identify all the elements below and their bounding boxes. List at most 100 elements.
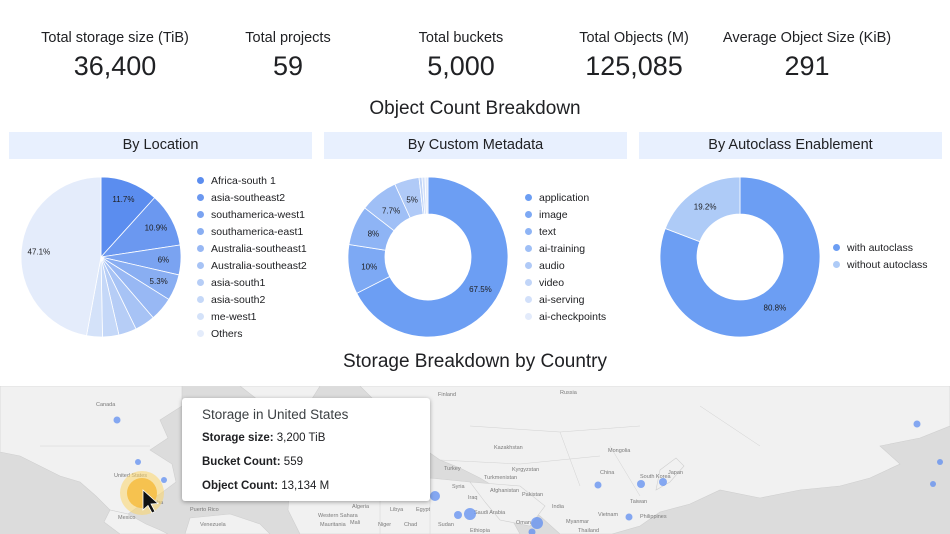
legend-label: application [539,192,590,204]
legend-item[interactable]: video [525,275,606,292]
country-borders [40,405,761,534]
country-label: Finland [438,392,456,398]
country-label: Kazakhstan [494,445,523,451]
slice-label: 11.7% [112,195,134,204]
country-label: Iraq [468,495,477,501]
legend-label: ai-checkpoints [539,311,607,323]
legend-item[interactable]: with autoclass [833,240,928,257]
storage-bubble[interactable] [913,420,921,428]
kpi-total-objects: Total Objects (M) 125,085 [539,28,729,83]
land-south-america [184,513,271,534]
legend-item[interactable]: application [525,190,606,207]
legend-swatch [197,295,204,303]
legend-item[interactable]: ai-training [525,241,606,258]
legend-item[interactable]: audio [525,258,606,275]
kpi-row: Total storage size (TiB) 36,400 Total pr… [0,28,950,88]
legend-item[interactable]: asia-south1 [197,275,307,292]
legend-label: video [539,277,565,289]
storage-bubble[interactable] [135,459,141,465]
legend-label: text [539,226,556,238]
slice-label: 8% [368,229,380,238]
country-label: Niger [378,522,391,528]
kpi-label: Total storage size (TiB) [41,30,189,46]
country-label: Syria [452,484,465,490]
slice-label: 19.2% [694,202,717,211]
map-canvas[interactable]: Canada United States Mexico Russia Finla… [0,386,950,534]
country-label: Chad [404,522,417,528]
storage-bubble[interactable] [594,481,602,489]
country-label: South Korea [640,474,672,480]
slice-label: 67.5% [469,285,492,294]
tooltip-key: Object Count: [202,480,279,492]
legend-item[interactable]: ai-serving [525,292,606,309]
legend-swatch [197,244,204,252]
storage-bubble[interactable] [625,513,633,521]
legend-item[interactable]: Africa-south 1 [197,173,307,190]
legend-label: asia-southeast2 [211,192,286,204]
country-label: Oman [516,520,531,526]
storage-bubble[interactable] [464,508,476,520]
legend-item[interactable]: ai-checkpoints [525,309,606,326]
tooltip-row-objects: Object Count: 13,134 M [202,480,329,492]
panel-title: By Location [9,132,312,159]
legend-swatch [197,210,204,218]
kpi-value: 59 [272,51,304,81]
legend-swatch [197,193,204,201]
country-label: Afghanistan [490,488,519,494]
storage-bubble[interactable] [113,416,121,424]
storage-bubble[interactable] [637,480,645,488]
tooltip-title: Storage in United States [202,407,349,422]
storage-bubble[interactable] [430,491,440,501]
storage-bubble[interactable] [531,517,543,529]
legend-item[interactable]: text [525,224,606,241]
legend-item[interactable]: southamerica-west1 [197,207,307,224]
pie-slice[interactable] [20,176,102,337]
legend-location: Africa-south 1 asia-southeast2 southameric… [197,173,307,343]
country-label: Philippines [640,514,667,520]
legend-item[interactable]: me-west1 [197,309,307,326]
tooltip-value: 3,200 TiB [276,432,326,444]
legend-label: me-west1 [211,311,257,323]
tooltip-value: 13,134 M [281,480,330,492]
legend-item[interactable]: asia-southeast2 [197,190,307,207]
kpi-average-object-size: Average Object Size (KiB) 291 [712,28,902,83]
country-label: India [552,504,565,510]
storage-bubble[interactable] [659,478,667,486]
panel-title: By Custom Metadata [324,132,627,159]
pie-slice[interactable] [424,176,429,215]
tooltip-row-buckets: Bucket Count: 559 [202,456,303,468]
legend-item[interactable]: Australia-southeast2 [197,258,307,275]
legend-item[interactable]: Others [197,326,307,343]
legend-swatch [833,243,840,251]
storage-bubble[interactable] [930,481,936,487]
pie-slice[interactable] [356,176,509,338]
legend-swatch [525,227,532,235]
legend-swatch [197,176,204,184]
donut-chart-autoclass: 80.8% 19.2% [659,176,821,338]
legend-item[interactable]: Australia-southeast1 [197,241,307,258]
kpi-total-projects: Total projects 59 [193,28,383,83]
country-label: China [600,470,615,476]
legend-swatch [197,227,204,235]
country-label: Vietnam [598,512,618,518]
donut-chart-metadata: 67.5% 10% 8% 7.7% 5% [347,176,509,338]
slice-label: 10.9% [145,223,168,232]
country-label: Pakistan [522,492,543,498]
mouse-cursor-icon [142,489,159,514]
world-map[interactable]: Canada United States Mexico Russia Finla… [0,386,950,534]
pie-slice[interactable] [659,176,821,338]
storage-bubble[interactable] [528,528,536,534]
storage-bubble[interactable] [937,459,943,465]
storage-bubble[interactable] [161,477,167,483]
legend-item[interactable]: without autoclass [833,257,928,274]
legend-label: image [539,209,568,221]
legend-item[interactable]: southamerica-east1 [197,224,307,241]
storage-bubble[interactable] [454,511,462,519]
legend-item[interactable]: image [525,207,606,224]
legend-item[interactable]: asia-south2 [197,292,307,309]
country-label: Myanmar [566,519,589,525]
legend-label: Africa-south 1 [211,175,276,187]
panel-title: By Autoclass Enablement [639,132,942,159]
legend-label: asia-south1 [211,277,266,289]
pie-slice[interactable] [664,176,741,243]
